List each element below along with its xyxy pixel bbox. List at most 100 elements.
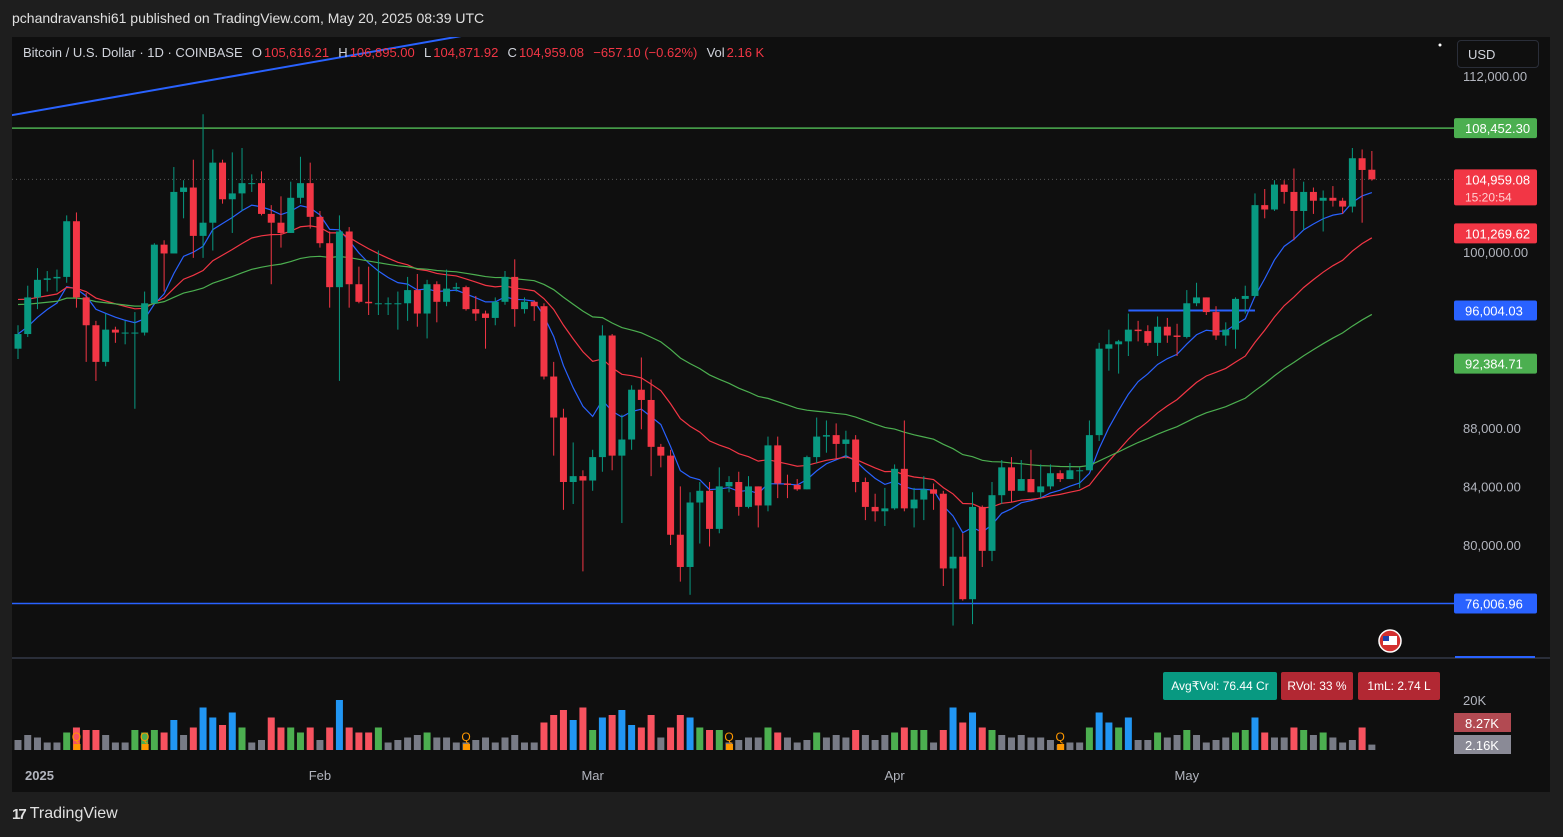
volume-bar: [988, 730, 996, 750]
change-value: −657.10 (−0.62%): [593, 45, 698, 60]
volume-bar: [1241, 730, 1249, 750]
candle-body: [404, 290, 412, 304]
candle-body: [813, 436, 821, 458]
high-label: H: [338, 45, 348, 60]
price-axis-tick: 80,000.00: [1463, 538, 1521, 553]
volume-bar: [676, 715, 684, 750]
price-badge-value: 76,006.96: [1465, 596, 1523, 611]
candle-body: [277, 222, 285, 233]
volume-bar: [569, 720, 577, 750]
candle-body: [355, 284, 363, 302]
candle-body: [706, 490, 714, 529]
volume-bar: [910, 730, 918, 750]
chart-pane[interactable]: [12, 37, 1550, 792]
candle-body: [24, 297, 32, 335]
volume-bar: [199, 707, 207, 750]
candle-body: [1134, 329, 1142, 332]
volume-bar: [14, 740, 22, 750]
volume-bar: [920, 730, 928, 750]
volume-bar: [53, 742, 61, 750]
time-axis-tick: Mar: [581, 768, 604, 783]
candle-body: [1329, 197, 1337, 201]
volume-bar: [482, 737, 490, 750]
candle-body: [1095, 348, 1103, 436]
candle-body: [969, 506, 977, 600]
ml-badge: 1mL: 2.74 L: [1358, 672, 1440, 700]
candle-body: [1251, 205, 1259, 296]
candle-body: [180, 187, 188, 192]
volume-bar: [842, 737, 850, 750]
volume-bar: [959, 722, 967, 750]
price-badge: [1454, 118, 1537, 139]
candle-body: [53, 276, 61, 279]
volume-bar: [335, 700, 343, 750]
tradingview-logo[interactable]: 17 TradingView: [12, 805, 118, 823]
avg-volume-badge: Avg₹Vol: 76.44 Cr: [1163, 672, 1277, 700]
volume-bar: [1144, 740, 1152, 750]
volume-bar: [189, 727, 197, 750]
volume-bar: [881, 735, 889, 750]
price-badge: [1454, 223, 1537, 244]
volume-bar: [1007, 737, 1015, 750]
symbol-title[interactable]: Bitcoin / U.S. Dollar · 1D · COINBASE: [23, 45, 243, 60]
ema-fast-line: [17, 192, 1373, 534]
quarter-marker-label: Q: [1056, 730, 1065, 744]
candle-body: [150, 244, 158, 304]
candle-body: [628, 389, 636, 440]
candle-body: [861, 482, 869, 507]
publisher-caption: pchandravanshi61 published on TradingVie…: [12, 10, 485, 26]
candle-body: [306, 183, 314, 217]
volume-bar: [754, 737, 762, 750]
volume-badge: [1454, 735, 1511, 754]
candle-body: [1105, 344, 1113, 349]
candle-body: [1193, 297, 1201, 304]
price-badge-value: 96,004.03: [1465, 304, 1523, 319]
candle-body: [209, 162, 217, 223]
candle-body: [1144, 331, 1152, 343]
volume-bar: [501, 737, 509, 750]
volume-bar: [1212, 740, 1220, 750]
candle-body: [326, 243, 334, 288]
candle-body: [1358, 158, 1366, 170]
volume-bar: [706, 730, 714, 750]
candle-body: [1027, 479, 1035, 493]
volume-bar: [150, 730, 158, 750]
volume-bar: [1105, 722, 1113, 750]
candle-body: [1017, 479, 1025, 491]
volume-bar: [1173, 735, 1181, 750]
volume-bar: [248, 742, 256, 750]
price-axis-tick: 88,000.00: [1463, 421, 1521, 436]
volume-bar: [472, 740, 480, 750]
volume-bar: [1329, 737, 1337, 750]
candle-body: [82, 297, 90, 326]
quarter-marker-label: Q: [72, 730, 81, 744]
volume-bar: [491, 742, 499, 750]
candle-body: [1368, 169, 1376, 180]
ema-mid-line: [17, 225, 1373, 509]
candle-body: [520, 301, 528, 310]
price-badge: [1454, 593, 1537, 614]
volume-bar: [1027, 737, 1035, 750]
volume-bar: [141, 732, 149, 750]
volume-bar: [1339, 742, 1347, 750]
low-value: 104,871.92: [433, 45, 499, 60]
candle-body: [72, 221, 80, 298]
volume-bar: [696, 727, 704, 750]
candle-body: [228, 193, 236, 200]
volume-bar: [160, 732, 168, 750]
candle-body: [170, 191, 178, 254]
candle-body: [394, 303, 402, 305]
currency-button[interactable]: USD: [1457, 40, 1539, 68]
volume-bar: [1046, 740, 1054, 750]
volume-bar: [355, 732, 363, 750]
close-label: C: [507, 45, 517, 60]
volume-bar: [832, 735, 840, 750]
relative-volume-badge: RVol: 33 %: [1281, 672, 1353, 700]
volume-bar: [306, 727, 314, 750]
volume-badge-value: 8.27K: [1465, 716, 1499, 731]
volume-bar: [998, 735, 1006, 750]
candle-body: [63, 221, 71, 277]
candle-body: [14, 334, 22, 349]
quarter-marker-bar: [463, 744, 471, 750]
